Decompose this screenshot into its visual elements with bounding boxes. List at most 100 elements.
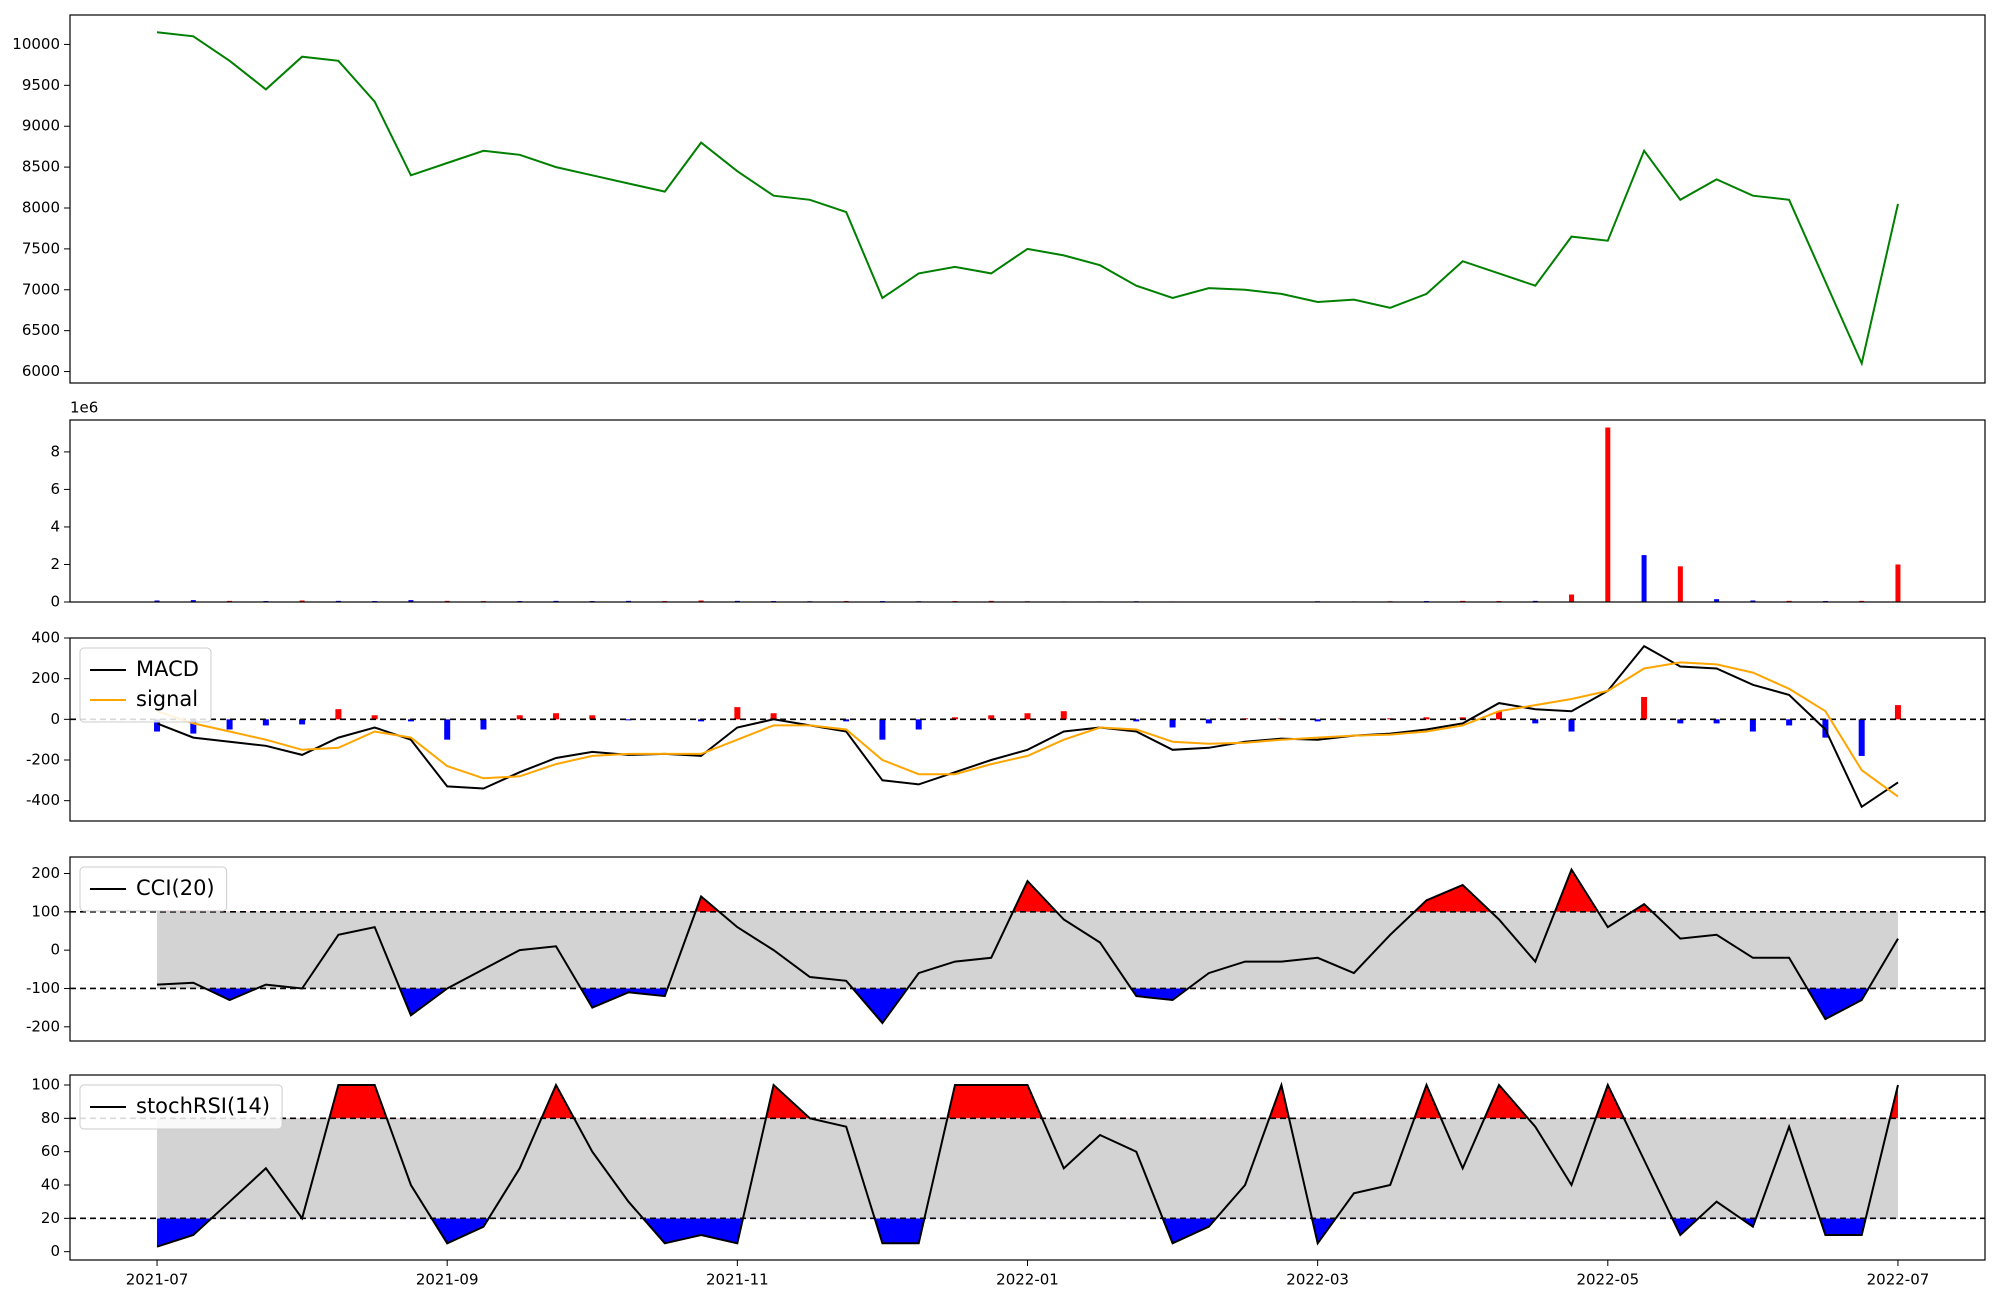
histogram-bar <box>843 719 850 722</box>
y-tick-label: 200 <box>31 864 60 882</box>
panel: 0 2 4 6 8 1e6 <box>50 399 1986 611</box>
histogram-bar <box>698 719 705 722</box>
y-tick-label: 6000 <box>22 362 60 380</box>
indicator-line <box>156 644 1899 809</box>
histogram-bar <box>1786 719 1793 726</box>
y-tick-label: 0 <box>50 593 60 611</box>
histogram-bar <box>1495 711 1502 720</box>
legend-label: MACD <box>136 657 199 681</box>
histogram-bar <box>1024 713 1031 720</box>
volume-bar <box>1714 599 1720 602</box>
histogram-bar <box>915 719 922 730</box>
histogram-bar <box>299 719 306 725</box>
y-tick-label: 8 <box>50 442 60 460</box>
histogram-bar <box>988 715 995 720</box>
histogram-bar <box>1060 711 1067 720</box>
neutral-band <box>157 911 1898 989</box>
band-fill <box>157 988 1898 1023</box>
volume-bar <box>1605 427 1611 602</box>
histogram-bar <box>951 717 958 720</box>
histogram-bar <box>1532 719 1539 724</box>
histogram-bar <box>589 715 596 720</box>
y-tick-label: 2 <box>50 555 60 573</box>
legend-label: CCI(20) <box>136 876 215 900</box>
x-tick-label: 2022-01 <box>996 1271 1059 1289</box>
histogram-bar <box>1133 719 1140 722</box>
legend-label: stochRSI(14) <box>136 1094 270 1118</box>
histogram-bar <box>407 719 414 722</box>
y-tick-label: 200 <box>31 669 60 687</box>
plot-frame <box>69 637 1986 822</box>
histogram-bar <box>1858 719 1865 756</box>
y-tick-label: 40 <box>41 1176 60 1194</box>
panel: -400 -200 0 200 400 MACD signal <box>26 629 1986 822</box>
x-tick-label: 2021-09 <box>416 1271 479 1289</box>
legend-box <box>79 866 228 912</box>
y-tick-label: 8500 <box>22 158 60 176</box>
y-tick-label: 9500 <box>22 76 60 94</box>
histogram-bar <box>226 719 233 730</box>
histogram-bar <box>1568 719 1575 732</box>
plot-frame <box>69 419 1986 603</box>
histogram-bar <box>444 719 451 740</box>
histogram-bar <box>1677 719 1684 724</box>
neutral-band <box>157 1118 1898 1219</box>
y-tick-label: 100 <box>31 902 60 920</box>
histogram-bar <box>190 719 197 734</box>
histogram-bar <box>154 719 161 732</box>
legend-box <box>79 647 212 723</box>
y-tick-label: 6500 <box>22 321 60 339</box>
panel: 6000 6500 7000 7500 8000 8500 9000 9500 10000 <box>12 14 1986 384</box>
y-tick-label: 8000 <box>22 198 60 216</box>
y-tick-label: 6 <box>50 480 60 498</box>
y-tick-label: 0 <box>50 941 60 959</box>
histogram-bar <box>1423 717 1430 720</box>
y-tick-label: 400 <box>31 629 60 647</box>
histogram-bar <box>1749 719 1756 732</box>
histogram-bar <box>262 719 269 726</box>
volume-bar <box>408 600 414 602</box>
histogram-bar <box>734 707 741 720</box>
x-tick-label: 2022-03 <box>1286 1271 1349 1289</box>
x-tick-label: 2022-05 <box>1576 1271 1639 1289</box>
volume-bar <box>1895 564 1901 602</box>
volume-bar <box>1569 594 1575 602</box>
x-tick-label: 2021-11 <box>706 1271 769 1289</box>
x-tick-label: 2022-07 <box>1867 1271 1930 1289</box>
y-tick-label: -200 <box>26 1017 60 1035</box>
volume-bar <box>154 600 160 602</box>
legend-label: signal <box>136 687 198 711</box>
indicator-line <box>156 1081 1899 1248</box>
y-tick-label: -100 <box>26 979 60 997</box>
histogram-bar <box>1641 696 1648 720</box>
volume-bar <box>190 600 196 602</box>
plot-frame <box>69 14 1986 384</box>
panel: 0 20 40 60 80 100 2021-07 2021-09 2021-11 2022-01… <box>31 1074 1986 1289</box>
volume-bar <box>1677 566 1683 602</box>
band-fill <box>157 869 1898 912</box>
y-tick-label: 9000 <box>22 117 60 135</box>
legend-box <box>79 1084 283 1130</box>
y-tick-label: 100 <box>31 1076 60 1094</box>
histogram-bar <box>879 719 886 740</box>
histogram-bar <box>553 713 560 720</box>
volume-bar <box>1641 555 1647 602</box>
indicator-line <box>156 867 1899 1025</box>
y-tick-label: 10000 <box>12 35 60 53</box>
y-tick-label: 60 <box>41 1142 60 1160</box>
histogram-bar <box>1169 719 1176 728</box>
y-tick-label: 20 <box>41 1209 60 1227</box>
offset-label: 1e6 <box>70 399 98 417</box>
y-tick-label: 7000 <box>22 280 60 298</box>
y-tick-label: 7500 <box>22 239 60 257</box>
indicator-line <box>156 661 1899 798</box>
y-tick-label: 80 <box>41 1109 60 1127</box>
y-tick-label: 0 <box>50 1242 60 1260</box>
histogram-bar <box>371 715 378 720</box>
y-tick-label: -200 <box>26 751 60 769</box>
histogram-bar <box>770 713 777 720</box>
y-tick-label: 0 <box>50 710 60 728</box>
histogram-bar <box>1894 705 1901 720</box>
volume-bar <box>698 600 704 602</box>
